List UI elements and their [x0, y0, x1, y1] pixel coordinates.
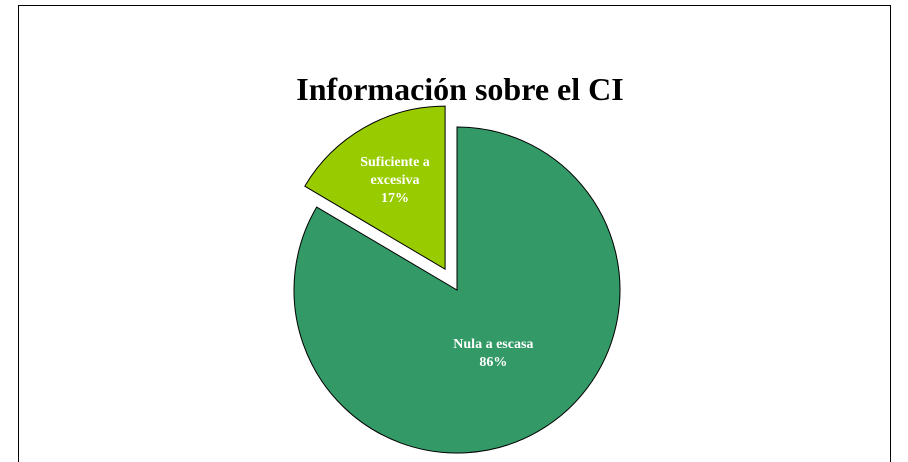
- slice-name: Suficiente a excesiva: [360, 155, 430, 189]
- slice-value: 17%: [381, 191, 410, 207]
- data-label: Suficiente a excesiva 17%: [349, 154, 441, 208]
- pie-slice: [304, 105, 446, 271]
- data-label: Nula a escasa 86%: [438, 336, 548, 372]
- chart-title: Información sobre el CI: [296, 71, 623, 107]
- pie-slice: [293, 126, 621, 454]
- slice-name: Nula a escasa: [453, 336, 534, 352]
- slice-value: 86%: [479, 354, 508, 370]
